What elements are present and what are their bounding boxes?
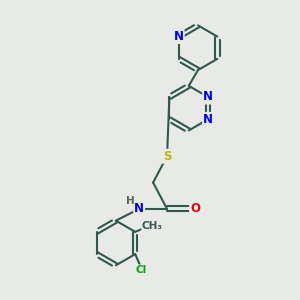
Text: Cl: Cl — [135, 265, 146, 275]
Text: N: N — [203, 91, 213, 103]
Text: N: N — [203, 113, 213, 126]
Text: CH₃: CH₃ — [142, 221, 163, 231]
Text: N: N — [174, 30, 184, 43]
Text: H: H — [126, 196, 135, 206]
Text: O: O — [190, 202, 200, 215]
Text: N: N — [134, 202, 144, 215]
Text: S: S — [163, 150, 171, 163]
